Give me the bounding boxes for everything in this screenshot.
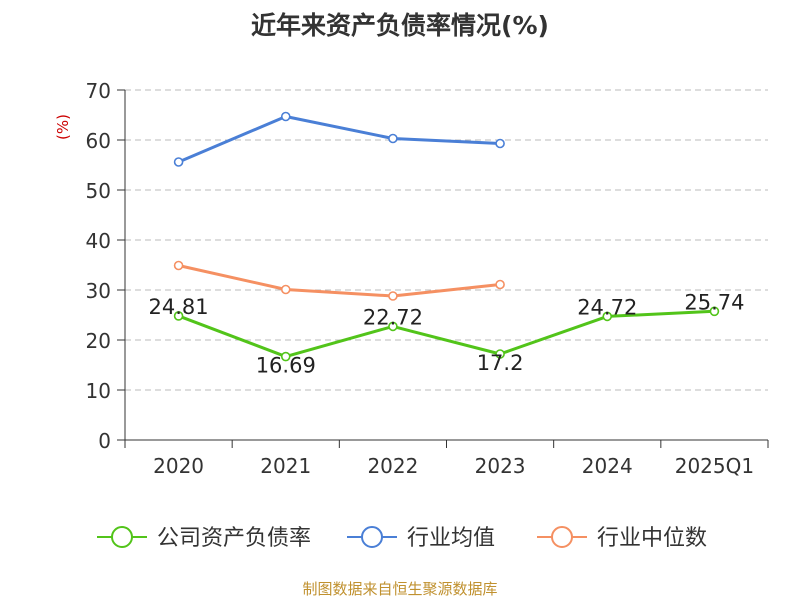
data-labels: 24.81 16.69 22.72 17.2 24.72 25.74 bbox=[149, 290, 745, 377]
y-tick-label: 60 bbox=[86, 129, 111, 153]
y-tick-label: 10 bbox=[86, 379, 111, 403]
data-point bbox=[602, 311, 613, 322]
data-point bbox=[173, 260, 184, 271]
series-line bbox=[177, 115, 501, 164]
y-tick-label: 0 bbox=[98, 429, 111, 453]
series-line bbox=[178, 309, 715, 359]
data-point bbox=[495, 138, 505, 149]
data-label: 17.2 bbox=[477, 351, 524, 375]
data-label: 25.74 bbox=[684, 290, 744, 314]
series-points bbox=[173, 111, 720, 362]
data-label: 24.72 bbox=[577, 295, 637, 319]
x-tick-label: 2022 bbox=[367, 454, 418, 478]
legend-item: 行业均值 bbox=[347, 526, 495, 551]
x-axis: 2020 2021 2022 2023 2024 2025Q1 bbox=[124, 439, 769, 478]
y-axis-label: (%) bbox=[54, 114, 72, 140]
series-line bbox=[178, 264, 501, 298]
legend-label: 行业均值 bbox=[407, 526, 495, 551]
legend-item: 公司资产负债率 bbox=[97, 526, 311, 551]
y-tick-label: 30 bbox=[86, 279, 111, 303]
y-tick-label: 50 bbox=[86, 179, 111, 203]
legend: 公司资产负债率 行业均值 行业中位数 bbox=[97, 526, 707, 551]
legend-swatch-marker bbox=[551, 526, 573, 548]
y-tick-label: 70 bbox=[86, 79, 111, 103]
data-point bbox=[173, 157, 184, 167]
source-note: 制图数据来自恒生聚源数据库 bbox=[302, 580, 498, 598]
legend-swatch-marker bbox=[361, 526, 383, 548]
x-tick-label: 2023 bbox=[475, 454, 526, 478]
legend-item: 行业中位数 bbox=[537, 526, 707, 551]
legend-label: 行业中位数 bbox=[597, 526, 707, 551]
x-tick-label: 2024 bbox=[582, 454, 633, 478]
y-axis: 0 10 20 30 40 50 60 70 bbox=[86, 79, 126, 453]
x-tick-label: 2025Q1 bbox=[675, 454, 754, 478]
gridlines bbox=[125, 89, 768, 391]
y-tick-label: 40 bbox=[86, 229, 111, 253]
x-tick-label: 2021 bbox=[260, 454, 311, 478]
data-point bbox=[709, 306, 720, 317]
legend-label: 公司资产负债率 bbox=[157, 526, 311, 551]
data-point bbox=[388, 291, 398, 301]
series-lines bbox=[177, 115, 715, 359]
data-point bbox=[388, 133, 398, 144]
data-label: 16.69 bbox=[256, 354, 316, 378]
data-point bbox=[388, 321, 398, 332]
data-label: 24.81 bbox=[149, 295, 209, 319]
y-tick-label: 20 bbox=[86, 329, 111, 353]
legend-swatch-marker bbox=[111, 526, 133, 548]
data-point bbox=[495, 279, 505, 290]
x-tick-label: 2020 bbox=[153, 454, 204, 478]
data-label: 22.72 bbox=[363, 305, 423, 329]
chart-title: 近年来资产负债率情况(%) bbox=[251, 11, 549, 40]
data-point bbox=[280, 111, 291, 122]
data-point bbox=[280, 284, 291, 295]
data-point bbox=[173, 311, 184, 321]
data-point bbox=[280, 351, 291, 362]
data-point bbox=[495, 349, 505, 359]
